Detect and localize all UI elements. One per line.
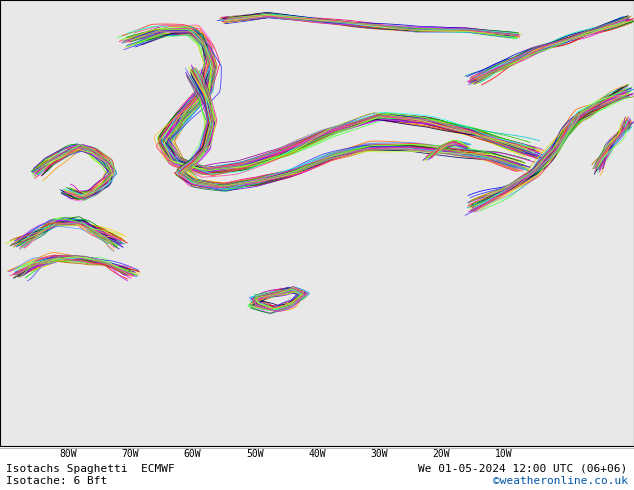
Text: 80W: 80W [60, 449, 77, 459]
Text: Isotache: 6 Bft: Isotache: 6 Bft [6, 476, 108, 486]
Text: 60W: 60W [184, 449, 202, 459]
Text: 50W: 50W [246, 449, 264, 459]
Text: 30W: 30W [370, 449, 388, 459]
Text: 40W: 40W [308, 449, 326, 459]
Text: Isotachs Spaghetti  ECMWF: Isotachs Spaghetti ECMWF [6, 464, 175, 474]
Text: 70W: 70W [122, 449, 139, 459]
Text: We 01-05-2024 12:00 UTC (06+06): We 01-05-2024 12:00 UTC (06+06) [418, 464, 628, 474]
Text: ©weatheronline.co.uk: ©weatheronline.co.uk [493, 476, 628, 486]
Text: 20W: 20W [432, 449, 450, 459]
Text: 10W: 10W [495, 449, 512, 459]
